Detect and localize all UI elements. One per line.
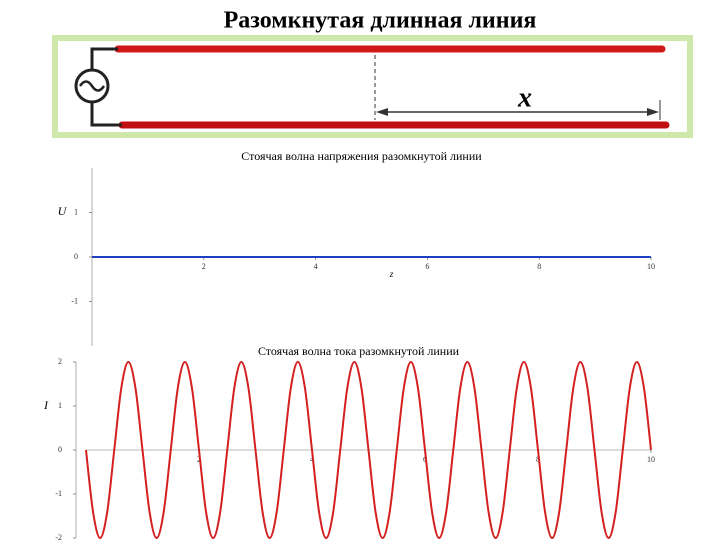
y-tick-label: -1	[55, 489, 62, 498]
x-tick-label: 6	[423, 455, 427, 464]
wire	[90, 47, 118, 72]
x-axis-label: z	[389, 269, 394, 279]
x-tick-label: 8	[537, 262, 541, 271]
x-tick-label: 8	[536, 455, 540, 464]
y-tick-label: 1	[74, 207, 78, 216]
y-tick-label: 0	[58, 445, 62, 454]
wire	[90, 100, 122, 127]
y-tick-label: -2	[55, 533, 62, 540]
y-tick-label: 2	[58, 357, 62, 366]
x-tick-label: 10	[647, 262, 655, 271]
data-line	[85, 360, 652, 540]
diagram-frame	[52, 35, 693, 138]
x-tick-label: 10	[647, 455, 655, 464]
x-tick-label: 6	[425, 262, 429, 271]
y-axis-label: I	[43, 398, 49, 412]
distance-label: x	[517, 82, 532, 113]
y-tick-label: -1	[71, 296, 78, 305]
arrow-head	[647, 108, 659, 116]
y-axis-label: U	[58, 204, 68, 218]
x-tick-label: 2	[202, 262, 206, 271]
line-diagram: x	[52, 35, 693, 138]
source-symbol	[78, 80, 106, 92]
x-tick-label: 2	[197, 455, 201, 464]
chart-title: Стоячая волна тока разомкнутой линии	[258, 344, 460, 358]
slide-title: Разомкнутая длинная линия	[224, 8, 537, 34]
arrow-head	[376, 108, 388, 116]
chart-title: Стоячая волна напряжения разомкнутой лин…	[241, 149, 482, 163]
x-tick-label: 4	[314, 262, 318, 271]
x-tick-label: 4	[310, 455, 314, 464]
y-tick-label: 1	[58, 401, 62, 410]
y-tick-label: 0	[74, 252, 78, 261]
